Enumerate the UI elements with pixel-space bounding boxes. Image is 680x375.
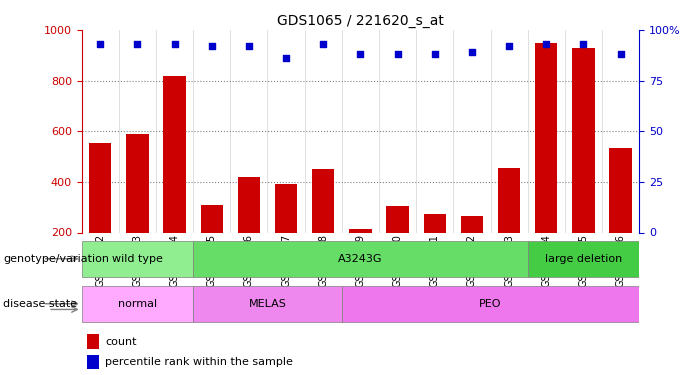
Bar xyxy=(238,177,260,283)
Point xyxy=(169,41,180,47)
Text: disease state: disease state xyxy=(3,299,78,309)
Point xyxy=(429,51,440,57)
Text: genotype/variation: genotype/variation xyxy=(3,254,109,264)
Bar xyxy=(424,213,446,283)
Text: large deletion: large deletion xyxy=(545,254,622,264)
Point xyxy=(355,51,366,57)
Text: MELAS: MELAS xyxy=(248,299,286,309)
Bar xyxy=(386,206,409,283)
Text: count: count xyxy=(105,336,137,346)
Point xyxy=(206,43,217,49)
Point xyxy=(578,41,589,47)
Point xyxy=(504,43,515,49)
Point xyxy=(243,43,254,49)
Text: wild type: wild type xyxy=(112,254,163,264)
Point xyxy=(281,56,292,62)
Point xyxy=(541,41,551,47)
Bar xyxy=(342,286,639,322)
Text: percentile rank within the sample: percentile rank within the sample xyxy=(105,357,293,367)
Bar xyxy=(163,76,186,283)
Bar xyxy=(498,168,520,283)
Bar xyxy=(535,43,558,283)
Text: normal: normal xyxy=(118,299,157,309)
Bar xyxy=(461,216,483,283)
Bar xyxy=(573,48,594,283)
Bar xyxy=(201,205,223,283)
Bar xyxy=(193,241,528,277)
Bar xyxy=(275,184,297,283)
Bar xyxy=(193,286,342,322)
Point xyxy=(95,41,105,47)
Bar xyxy=(82,286,193,322)
Text: PEO: PEO xyxy=(479,299,502,309)
Bar xyxy=(87,355,99,369)
Point xyxy=(466,49,477,55)
Bar xyxy=(87,334,99,349)
Point xyxy=(615,51,626,57)
Bar xyxy=(82,241,193,277)
Bar xyxy=(350,229,371,283)
Title: GDS1065 / 221620_s_at: GDS1065 / 221620_s_at xyxy=(277,13,444,28)
Point xyxy=(392,51,403,57)
Bar xyxy=(609,148,632,283)
Point xyxy=(318,41,328,47)
Bar xyxy=(126,134,148,283)
Bar xyxy=(89,142,112,283)
Point xyxy=(132,41,143,47)
Text: A3243G: A3243G xyxy=(338,254,383,264)
Bar xyxy=(312,169,335,283)
Bar xyxy=(528,241,639,277)
